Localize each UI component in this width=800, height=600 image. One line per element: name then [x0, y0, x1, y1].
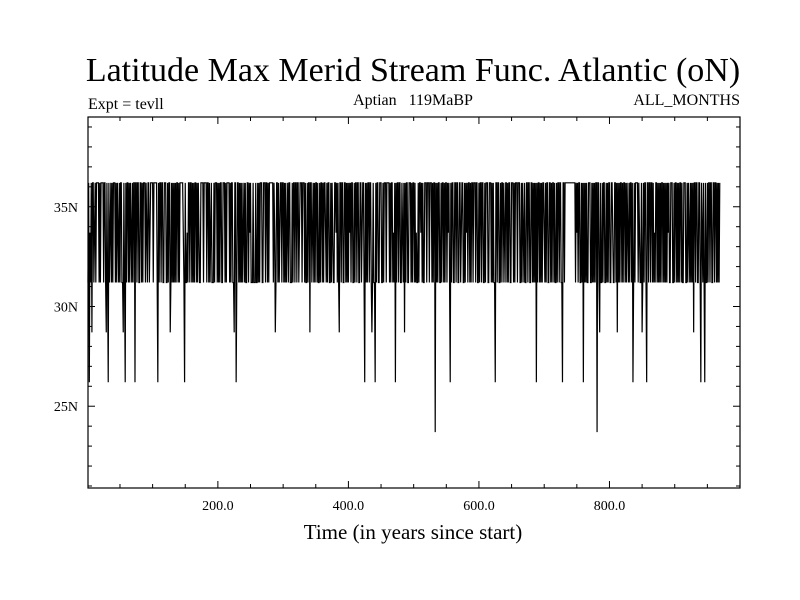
plot-data — [87, 182, 721, 433]
plot-frame — [87, 116, 741, 489]
experiment-label: Expt = tevll — [88, 96, 164, 113]
months-label: ALL_MONTHS — [633, 92, 740, 109]
y-tick-label: 35N — [54, 201, 78, 216]
x-tick-label: 600.0 — [463, 499, 495, 514]
series-line-0 — [87, 182, 721, 433]
x-axis-label: Time (in years since start) — [304, 520, 523, 544]
y-tick-label: 30N — [54, 300, 78, 315]
x-tick-label: 400.0 — [333, 499, 365, 514]
x-tick-label: 200.0 — [202, 499, 234, 514]
y-tick-label: 25N — [54, 400, 78, 415]
period-label: Aptian 119MaBP — [353, 92, 473, 109]
x-tick-label: 800.0 — [594, 499, 626, 514]
tick-labels: 200.0 400.0 600.0 800.0 25N 30N 35N — [54, 201, 625, 514]
chart-title: Latitude Max Merid Stream Func. Atlantic… — [86, 52, 740, 89]
